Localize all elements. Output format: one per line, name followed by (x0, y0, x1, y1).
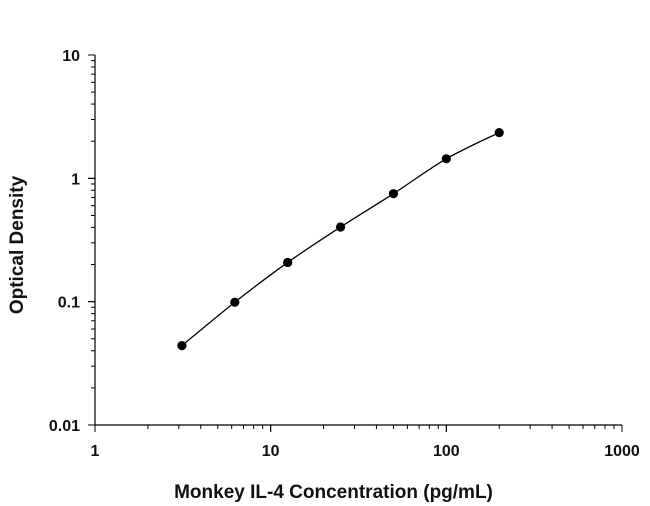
ticks (88, 54, 623, 432)
data-point (494, 127, 504, 138)
data-point (441, 154, 451, 164)
data-points (177, 127, 504, 351)
x-tick-label: 1 (91, 443, 100, 460)
y-axis-title: Optical Density (7, 175, 28, 314)
data-point (230, 297, 240, 307)
data-point (177, 341, 187, 351)
y-tick-label: 1 (71, 171, 80, 188)
tick-labels: 1 10 100 1000 0.01 0.1 1 10 (49, 48, 640, 460)
x-tick-label: 100 (433, 443, 460, 460)
x-axis-title: Monkey IL-4 Concentration (pg/mL) (174, 482, 493, 503)
data-point (283, 257, 293, 268)
fit-curve (181, 131, 500, 347)
x-tick-label: 1000 (604, 443, 640, 460)
data-point (335, 222, 346, 232)
data-point (388, 189, 399, 199)
x-tick-label: 10 (262, 443, 280, 460)
y-tick-label: 10 (62, 48, 80, 65)
y-tick-label: 0.01 (49, 418, 80, 435)
y-tick-label: 0.1 (58, 295, 80, 312)
axes (94, 55, 622, 426)
